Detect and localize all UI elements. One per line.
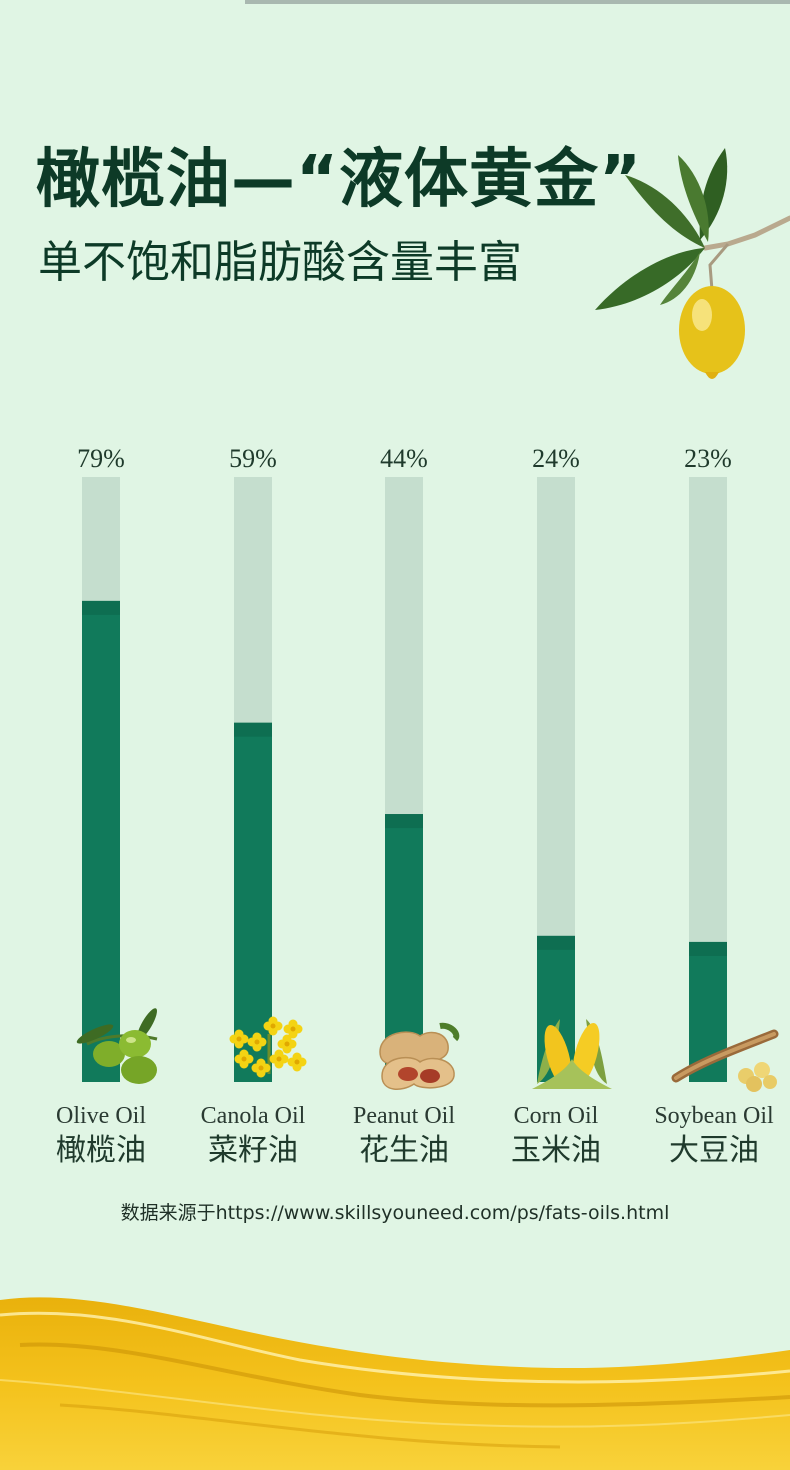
page-subtitle: 单不饱和脂肪酸含量丰富 (38, 237, 522, 288)
bar-top-shade-4 (689, 941, 727, 956)
value-label-4: 23% (684, 444, 732, 473)
bar-1 (234, 722, 272, 1082)
category-label-zh-3: 玉米油 (511, 1133, 601, 1168)
top-divider-line (245, 0, 790, 4)
oil-wave-decoration (0, 1297, 790, 1470)
peanut-icon (379, 1022, 460, 1090)
bar-top-shade-2 (385, 814, 423, 829)
category-label-zh-2: 花生油 (359, 1133, 449, 1168)
soybean-icon (671, 1029, 779, 1092)
category-label-en-3: Corn Oil (514, 1103, 599, 1129)
category-label-zh-1: 菜籽油 (208, 1133, 298, 1168)
canola-flower-icon (229, 1016, 307, 1078)
olive-branch-icon (595, 148, 790, 379)
bar-top-shade-1 (234, 722, 272, 737)
category-label-en-0: Olive Oil (56, 1103, 146, 1129)
bar-top-shade-3 (537, 935, 575, 950)
category-label-en-1: Canola Oil (201, 1103, 306, 1129)
value-label-1: 59% (229, 444, 277, 473)
value-label-0: 79% (77, 444, 125, 473)
category-label-zh-4: 大豆油 (669, 1133, 759, 1168)
bar-0 (82, 600, 120, 1082)
page-title: 橄榄油—“液体黄金” (36, 143, 643, 217)
olives-icon (76, 1008, 158, 1084)
category-label-zh-0: 橄榄油 (56, 1133, 146, 1168)
category-label-en-2: Peanut Oil (353, 1103, 455, 1129)
value-label-3: 24% (532, 444, 580, 473)
value-label-2: 44% (380, 444, 428, 473)
corn-icon (532, 1019, 612, 1089)
source-note: 数据来源于https://www.skillsyouneed.com/ps/fa… (120, 1202, 670, 1224)
bar-top-shade-0 (82, 600, 120, 615)
category-label-en-4: Soybean Oil (654, 1103, 774, 1129)
chart-area: 79% Olive Oil 橄榄油 59% Canola Oil 菜籽油 44% Peanut… (56, 444, 779, 1168)
